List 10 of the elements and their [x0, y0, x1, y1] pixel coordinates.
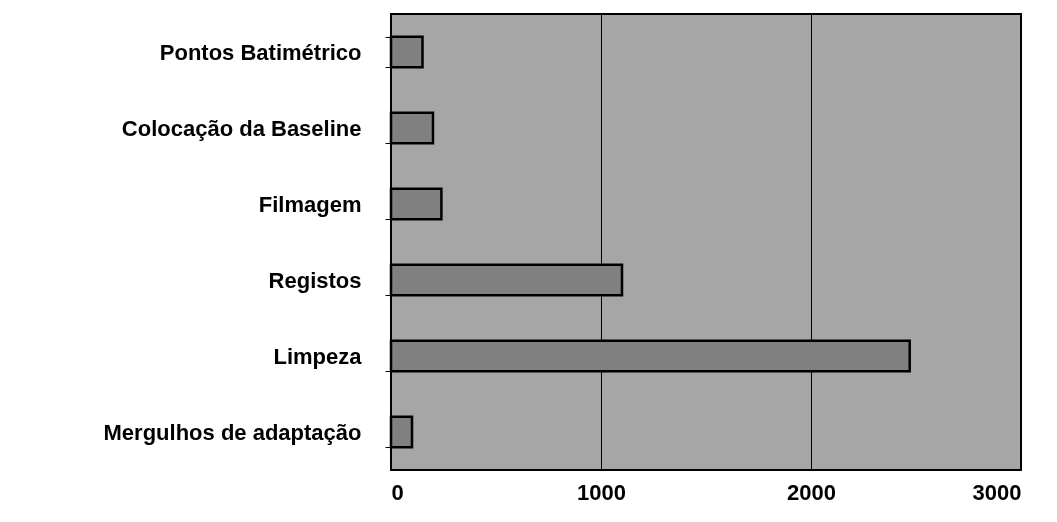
x-tick-label: 2000 [787, 479, 836, 505]
x-tick-label: 1000 [577, 479, 626, 505]
y-tick-label: Filmagem [258, 191, 362, 217]
y-tick-label: Pontos Batimétrico [159, 39, 362, 65]
y-tick-label: Mergulhos de adaptação [103, 419, 362, 445]
x-tick-label: 0 [391, 479, 404, 505]
y-tick-label: Registos [268, 267, 362, 293]
y-tick-label: Limpeza [273, 343, 363, 369]
x-tick-label: 3000 [972, 479, 1022, 505]
y-tick-label: Colocação da Baseline [121, 115, 362, 141]
